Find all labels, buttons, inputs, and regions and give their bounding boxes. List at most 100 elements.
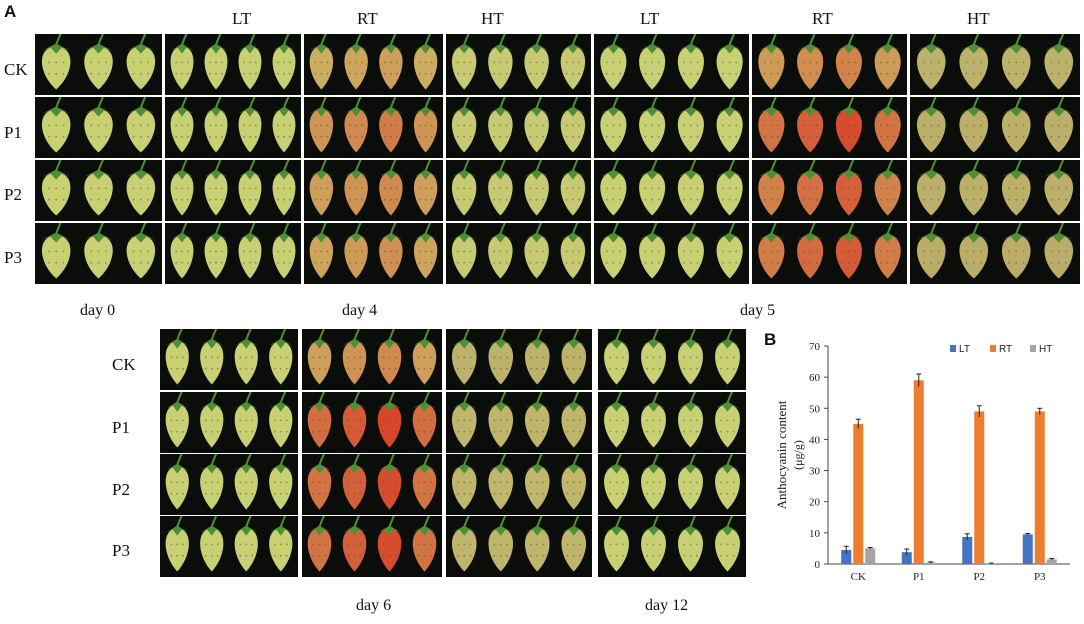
strawberry-seed [457, 187, 459, 190]
strawberry-seed [423, 367, 426, 370]
strawberry-seed [651, 198, 654, 201]
strawberry-seed [1008, 72, 1010, 75]
strawberry-seed [652, 492, 655, 495]
strawberry-stem [571, 160, 579, 171]
strawberry-seed [382, 367, 385, 370]
strawberry-seed [285, 554, 288, 557]
strawberry-calyx [874, 169, 901, 180]
strawberry-stem [612, 34, 619, 45]
strawberry-seed [423, 543, 426, 546]
strawberry-calyx [343, 525, 366, 536]
strawberry-seed [254, 61, 257, 64]
strawberry-seed [579, 492, 581, 495]
strawberry-fruit [165, 404, 189, 448]
strawberry-seed [506, 367, 508, 370]
strawberry-seed [388, 419, 391, 422]
legend-swatch-rt [990, 345, 996, 352]
strawberry-seed [320, 261, 323, 264]
strawberry-seed [809, 250, 812, 253]
strawberry-seed [1022, 261, 1025, 264]
strawberry-seed [216, 554, 219, 557]
strawberry-seed [429, 367, 432, 370]
strawberry-seed [429, 481, 432, 484]
strawberry-seed [220, 261, 223, 264]
strawberry-calyx [238, 106, 262, 117]
strawberry-seed [90, 61, 93, 64]
strawberry-seed [249, 72, 251, 75]
strawberry-seed [696, 135, 699, 138]
strawberry-seed [529, 135, 532, 138]
strawberry-seed [658, 481, 661, 484]
photo-day4-lt-row0 [165, 34, 301, 95]
strawberry-seed [251, 543, 254, 546]
strawberry-seed [722, 72, 724, 75]
strawberry-seed [499, 554, 502, 557]
strawberry-seed [132, 72, 135, 75]
strawberry-seed [324, 430, 327, 433]
strawberry-seed [579, 367, 581, 370]
strawberry-calyx [758, 232, 785, 243]
strawberry-calyx [1002, 43, 1031, 54]
strawberry-stem [463, 392, 470, 403]
strawberry-calyx [343, 463, 366, 474]
strawberry-seed [176, 419, 179, 422]
strawberry-seed [565, 187, 568, 190]
strawberry-seed [285, 419, 288, 422]
strawberry-seed [605, 135, 608, 138]
strawberry-stem [176, 329, 183, 340]
strawberry-seed [251, 367, 254, 370]
strawberry-seed [216, 481, 219, 484]
strawberry-fruit [165, 528, 189, 572]
strawberry-seed [809, 261, 812, 264]
strawberry-seed [965, 61, 968, 64]
strawberry-seed [288, 61, 291, 64]
strawberry-seed [644, 198, 647, 201]
strawberry-seed [394, 481, 397, 484]
strawberry-fruit [379, 235, 403, 279]
strawberry-fruit [200, 528, 224, 572]
photo-day12-row3 [598, 516, 746, 577]
strawberry-seed [139, 135, 142, 138]
strawberry-seed [314, 187, 317, 190]
strawberry-seed [359, 367, 362, 370]
strawberry-calyx [959, 43, 988, 54]
strawberry-calyx [414, 169, 438, 180]
strawberry-seed [48, 72, 50, 75]
strawberry-seed [972, 61, 975, 64]
strawberry-seed [384, 198, 386, 201]
strawberry-seed [389, 187, 392, 190]
strawberry-seed [980, 124, 982, 127]
strawberry-seed [809, 72, 812, 75]
strawberry-calyx [797, 106, 823, 117]
strawberry-seed [530, 430, 532, 433]
strawberry-calyx [678, 232, 704, 243]
strawberry-calyx [604, 525, 629, 536]
strawberry-seed [536, 492, 539, 495]
strawberry-stem [176, 392, 183, 403]
photo-day12-row2 [598, 454, 746, 515]
strawberry-seed [728, 135, 731, 138]
strawberry-fruit [1001, 235, 1031, 279]
strawberry-fruit [413, 172, 438, 216]
strawberry-seed [215, 124, 217, 127]
strawberry-seed [777, 72, 779, 75]
strawberry-calyx [452, 525, 477, 536]
strawberry-fruit [560, 109, 586, 153]
strawberry-calyx [414, 106, 438, 117]
strawberry-seed [695, 492, 698, 495]
strawberry-fruit [524, 235, 549, 279]
strawberry-seed [176, 367, 179, 370]
strawberry-seed [565, 261, 568, 264]
strawberry-seed [182, 481, 185, 484]
strawberry-seed [689, 261, 692, 264]
strawberry-stem [55, 160, 62, 171]
strawberry-stem [215, 160, 222, 171]
strawberry-seed [326, 187, 329, 190]
strawberry-seed [430, 261, 433, 264]
strawberry-seed [937, 61, 940, 64]
strawberry-seed [499, 481, 502, 484]
strawberry-seed [683, 198, 686, 201]
strawberry-fruit [342, 341, 367, 385]
photo-day6-lt-row2 [160, 454, 298, 515]
strawberry-stem [245, 516, 252, 527]
